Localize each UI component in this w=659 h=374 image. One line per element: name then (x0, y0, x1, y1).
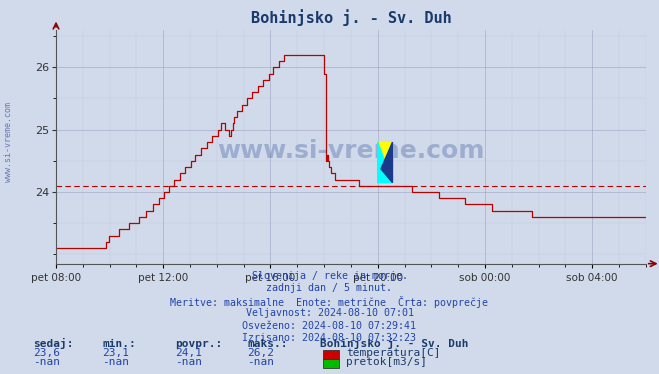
Text: 24,1: 24,1 (175, 347, 202, 358)
Text: Meritve: maksimalne  Enote: metrične  Črta: povprečje: Meritve: maksimalne Enote: metrične Črta… (171, 296, 488, 308)
Text: -nan: -nan (175, 356, 202, 367)
Text: www.si-vreme.com: www.si-vreme.com (4, 102, 13, 182)
Text: -nan: -nan (33, 356, 60, 367)
Polygon shape (378, 142, 393, 183)
Text: maks.:: maks.: (247, 338, 287, 349)
Text: Izrisano: 2024-08-10 07:32:23: Izrisano: 2024-08-10 07:32:23 (243, 333, 416, 343)
Polygon shape (381, 142, 393, 183)
Text: www.si-vreme.com: www.si-vreme.com (217, 140, 484, 163)
Text: 23,1: 23,1 (102, 347, 129, 358)
Text: min.:: min.: (102, 338, 136, 349)
Text: sedaj:: sedaj: (33, 338, 73, 349)
Text: Veljavnost: 2024-08-10 07:01: Veljavnost: 2024-08-10 07:01 (246, 308, 413, 318)
Text: -nan: -nan (102, 356, 129, 367)
Text: Slovenija / reke in morje.: Slovenija / reke in morje. (252, 271, 407, 281)
Text: -nan: -nan (247, 356, 274, 367)
Text: temperatura[C]: temperatura[C] (346, 347, 440, 358)
Text: Osveženo: 2024-08-10 07:29:41: Osveženo: 2024-08-10 07:29:41 (243, 321, 416, 331)
Text: zadnji dan / 5 minut.: zadnji dan / 5 minut. (266, 283, 393, 294)
Text: 26,2: 26,2 (247, 347, 274, 358)
Text: povpr.:: povpr.: (175, 338, 222, 349)
Title: Bohinjsko j. - Sv. Duh: Bohinjsko j. - Sv. Duh (250, 9, 451, 26)
Text: Bohinjsko j. - Sv. Duh: Bohinjsko j. - Sv. Duh (320, 338, 468, 349)
Text: pretok[m3/s]: pretok[m3/s] (346, 356, 427, 367)
Text: 23,6: 23,6 (33, 347, 60, 358)
Polygon shape (378, 142, 393, 183)
